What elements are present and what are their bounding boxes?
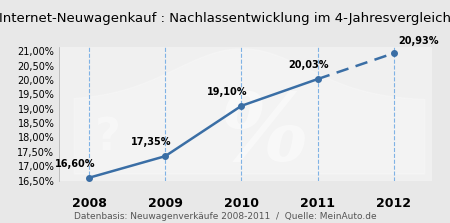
Text: 2011: 2011 — [300, 197, 335, 210]
Text: 2012: 2012 — [376, 197, 411, 210]
Text: 2008: 2008 — [72, 197, 107, 210]
Text: %: % — [220, 90, 309, 180]
Text: 20,03%: 20,03% — [289, 60, 329, 70]
Text: 20,93%: 20,93% — [398, 36, 439, 46]
Text: 17,35%: 17,35% — [131, 137, 171, 147]
Text: 2010: 2010 — [224, 197, 259, 210]
Text: Datenbasis: Neuwagenverkäufe 2008-2011  /  Quelle: MeinAuto.de: Datenbasis: Neuwagenverkäufe 2008-2011 /… — [74, 212, 376, 221]
Text: Internet-Neuwagenkauf : Nachlassentwicklung im 4-Jahresvergleich: Internet-Neuwagenkauf : Nachlassentwickl… — [0, 12, 450, 25]
Text: ?: ? — [95, 116, 121, 159]
Text: 2009: 2009 — [148, 197, 183, 210]
Text: 16,60%: 16,60% — [55, 159, 95, 169]
Text: 19,10%: 19,10% — [207, 87, 248, 97]
